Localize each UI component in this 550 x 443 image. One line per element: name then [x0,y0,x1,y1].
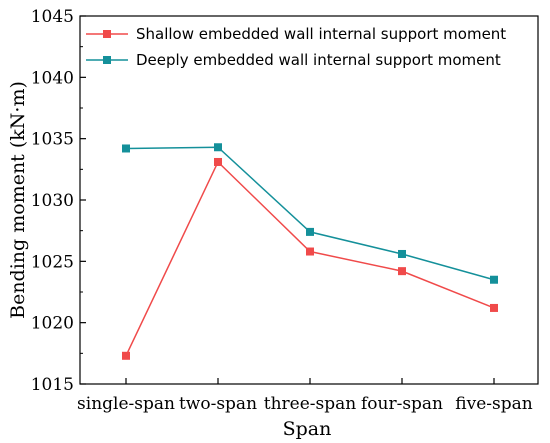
y-tick-label: 1030 [31,191,74,211]
plot-frame [79,15,539,385]
legend-marker [103,30,111,38]
x-tick-label: four-span [361,394,443,414]
data-point [490,275,498,284]
x-tick-label: three-span [264,394,357,414]
data-point [214,157,222,166]
series-line-2 [125,146,495,281]
y-tick-label: 1035 [31,130,74,150]
data-point [306,247,314,256]
legend-entry: Deeply embedded wall internal support mo… [136,51,501,69]
y-axis-label: Bending moment (kN·m) [7,81,29,319]
x-tick-label: single-span [77,394,175,414]
data-point [214,143,222,152]
y-tick-label: 1040 [31,68,74,88]
plot-border [79,15,539,385]
series-layer [122,143,498,360]
y-tick-label: 1025 [31,252,74,272]
x-axis-label: Span [283,418,332,440]
legend: Shallow embedded wall internal support m… [86,25,506,69]
data-point [490,303,498,312]
data-point [122,144,130,153]
y-tick-label: 1020 [31,314,74,334]
series-line-1 [125,160,495,357]
legend-entry: Shallow embedded wall internal support m… [136,25,506,43]
y-tick-label: 1015 [31,375,74,395]
x-axis-ticks: single-span two-span three-span four-span fi… [77,378,533,414]
data-point [398,267,406,276]
x-tick-label: two-span [179,394,257,414]
data-point [398,249,406,258]
y-tick-label: 1045 [31,7,74,27]
data-point [306,227,314,236]
legend-marker [103,56,111,64]
data-point [122,351,130,360]
x-tick-label: five-span [455,394,532,414]
y-axis-ticks: 1015 1020 1025 1030 1035 1040 1045 [31,7,86,395]
